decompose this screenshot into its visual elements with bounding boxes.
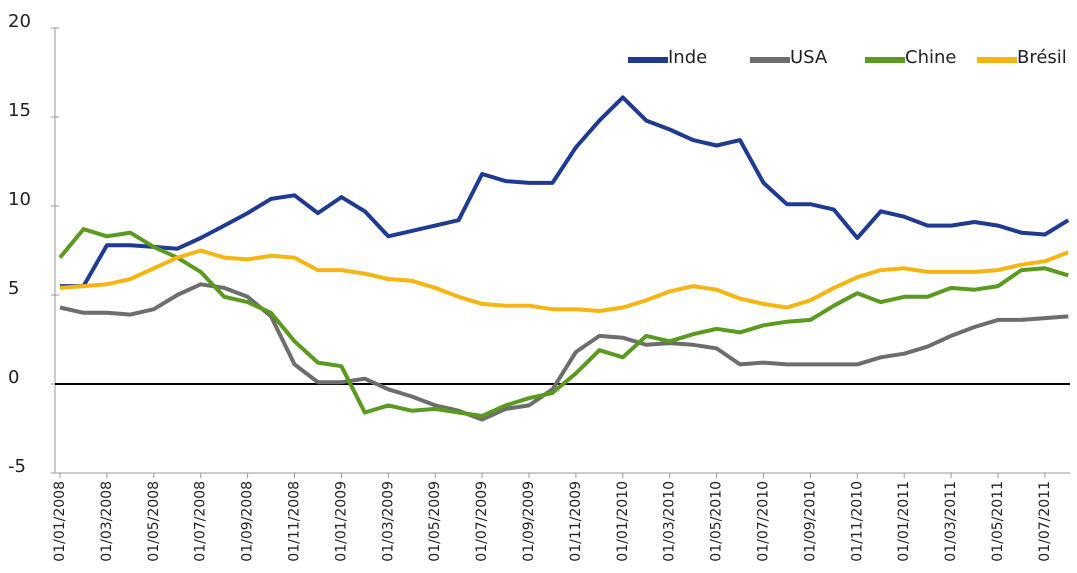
x-tick-label: 01/07/2008: [193, 481, 209, 562]
legend-label: Inde: [668, 47, 707, 68]
y-tick-label: -5: [8, 456, 26, 477]
x-tick-label: 01/11/2010: [849, 481, 865, 562]
legend-label: Chine: [905, 47, 956, 68]
series-line: [59, 282, 1069, 422]
x-tick-label: 01/01/2008: [52, 481, 68, 562]
x-tick-label: 01/05/2011: [990, 481, 1006, 562]
legend-label: Brésil: [1017, 47, 1067, 68]
x-tick-label: 01/01/2010: [615, 481, 631, 562]
x-tick-label: 01/11/2009: [568, 481, 584, 562]
series-line: [58, 227, 1069, 418]
series-line: [59, 248, 1070, 313]
x-tick-label: 01/01/2011: [896, 481, 912, 562]
x-tick-label: 01/03/2010: [662, 481, 678, 562]
x-tick-label: 01/07/2009: [474, 481, 490, 562]
x-tick-label: 01/03/2009: [380, 481, 396, 562]
x-tick-label: 01/11/2008: [287, 481, 303, 562]
series-line: [60, 95, 1070, 289]
legend-label: USA: [790, 47, 828, 68]
x-tick-label: 01/05/2008: [146, 481, 162, 562]
x-tick-label: 01/03/2008: [99, 481, 115, 562]
y-tick-label: 20: [8, 11, 31, 32]
x-tick-label: 01/01/2009: [333, 481, 349, 562]
x-tick-label: 01/07/2011: [1037, 481, 1053, 562]
x-tick-label: 01/03/2011: [943, 481, 959, 562]
y-tick-label: 5: [8, 278, 19, 299]
x-tick-label: 01/09/2010: [802, 481, 818, 562]
x-tick-label: 01/07/2010: [756, 481, 772, 562]
x-tick-label: 01/05/2009: [427, 481, 443, 562]
y-tick-label: 10: [8, 189, 31, 210]
y-tick-label: 15: [8, 100, 31, 121]
x-tick-label: 01/09/2009: [521, 481, 537, 562]
x-tick-label: 01/05/2010: [709, 481, 725, 562]
y-tick-label: 0: [8, 367, 19, 388]
x-tick-label: 01/09/2008: [240, 481, 256, 562]
